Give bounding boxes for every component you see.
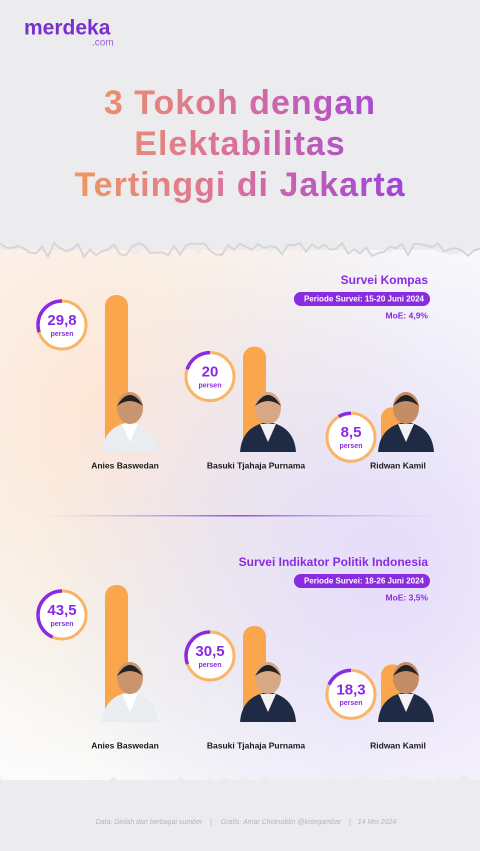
portrait-shirt <box>398 424 414 442</box>
footer-text: 14 Mei 2024 <box>358 819 397 826</box>
portrait-hair <box>393 395 419 406</box>
category-label: Anies Baswedan <box>91 460 159 470</box>
survey-period: Periode Survei: 15-20 Juni 2024 <box>304 295 425 304</box>
period-pill <box>293 574 430 588</box>
category-label: Ridwan Kamil <box>370 460 426 470</box>
portrait <box>240 392 296 452</box>
portrait-shirt <box>122 694 138 712</box>
value-unit: persen <box>51 621 74 628</box>
ring-arc <box>325 411 377 463</box>
portrait-hair <box>117 665 143 676</box>
ring-bg <box>185 351 235 402</box>
value-label: 30,5 <box>195 643 224 660</box>
logo-suffix: .com <box>92 38 114 49</box>
divider <box>36 515 444 517</box>
torn-edge <box>0 775 480 812</box>
title-line: 3 Tokoh dengan <box>104 84 376 122</box>
ring-bg <box>37 590 87 640</box>
moe: MoE: 3,5% <box>385 592 428 602</box>
value-unit: persen <box>340 700 363 707</box>
portrait <box>378 392 434 452</box>
ring-bg <box>37 300 87 350</box>
portrait-hair <box>117 395 143 406</box>
value-label: 43,5 <box>47 602 76 619</box>
value-unit: persen <box>199 662 222 669</box>
portrait-hair <box>393 665 419 676</box>
period-pill <box>293 292 430 306</box>
category-label: Basuki Tjahaja Purnama <box>207 460 306 470</box>
survey-title: Survei Kompas <box>341 273 429 287</box>
torn-edge-shadow <box>0 241 480 259</box>
value-label: 20 <box>202 364 219 381</box>
portrait <box>102 662 158 722</box>
ring-arc <box>184 350 236 403</box>
title-line: Tertinggi di Jakarta <box>74 166 405 204</box>
category-label: Anies Baswedan <box>91 740 159 750</box>
ring-bg <box>326 669 376 720</box>
torn-edge <box>0 218 480 255</box>
value-unit: persen <box>51 331 74 338</box>
torn-edges <box>0 218 480 812</box>
value-unit: persen <box>340 443 363 450</box>
ring-arc <box>36 589 88 641</box>
category-label: Basuki Tjahaja Purnama <box>207 740 306 750</box>
footer-text: Grafis: Amar Choiruddin @kolegambar <box>221 819 342 826</box>
portrait-shirt <box>398 694 414 712</box>
portrait-shirt <box>122 424 138 442</box>
ring-arc <box>184 630 236 682</box>
ring-arc <box>36 299 88 351</box>
value-label: 29,8 <box>47 312 76 329</box>
value-unit: persen <box>199 382 222 389</box>
survey-title: Survei Indikator Politik Indonesia <box>239 555 429 569</box>
moe: MoE: 4,9% <box>385 310 428 320</box>
portrait-hair <box>255 665 281 676</box>
ring-arc <box>325 668 377 721</box>
portrait <box>240 662 296 722</box>
footer-text: Data: Diolah dari berbagai sumber <box>96 819 203 826</box>
title-line: Elektabilitas <box>134 125 345 163</box>
category-label: Ridwan Kamil <box>370 740 426 750</box>
portrait <box>102 392 158 452</box>
value-label: 18,3 <box>336 681 365 698</box>
ring-bg <box>185 630 235 681</box>
ring-bg <box>326 412 376 463</box>
portrait-shirt <box>260 424 276 442</box>
portrait <box>378 662 434 722</box>
value-label: 8,5 <box>341 424 362 441</box>
logo: merdeka <box>24 17 111 40</box>
survey-period: Periode Survei: 18-26 Juni 2024 <box>304 577 425 586</box>
portrait-hair <box>255 395 281 406</box>
portrait-shirt <box>260 694 276 712</box>
